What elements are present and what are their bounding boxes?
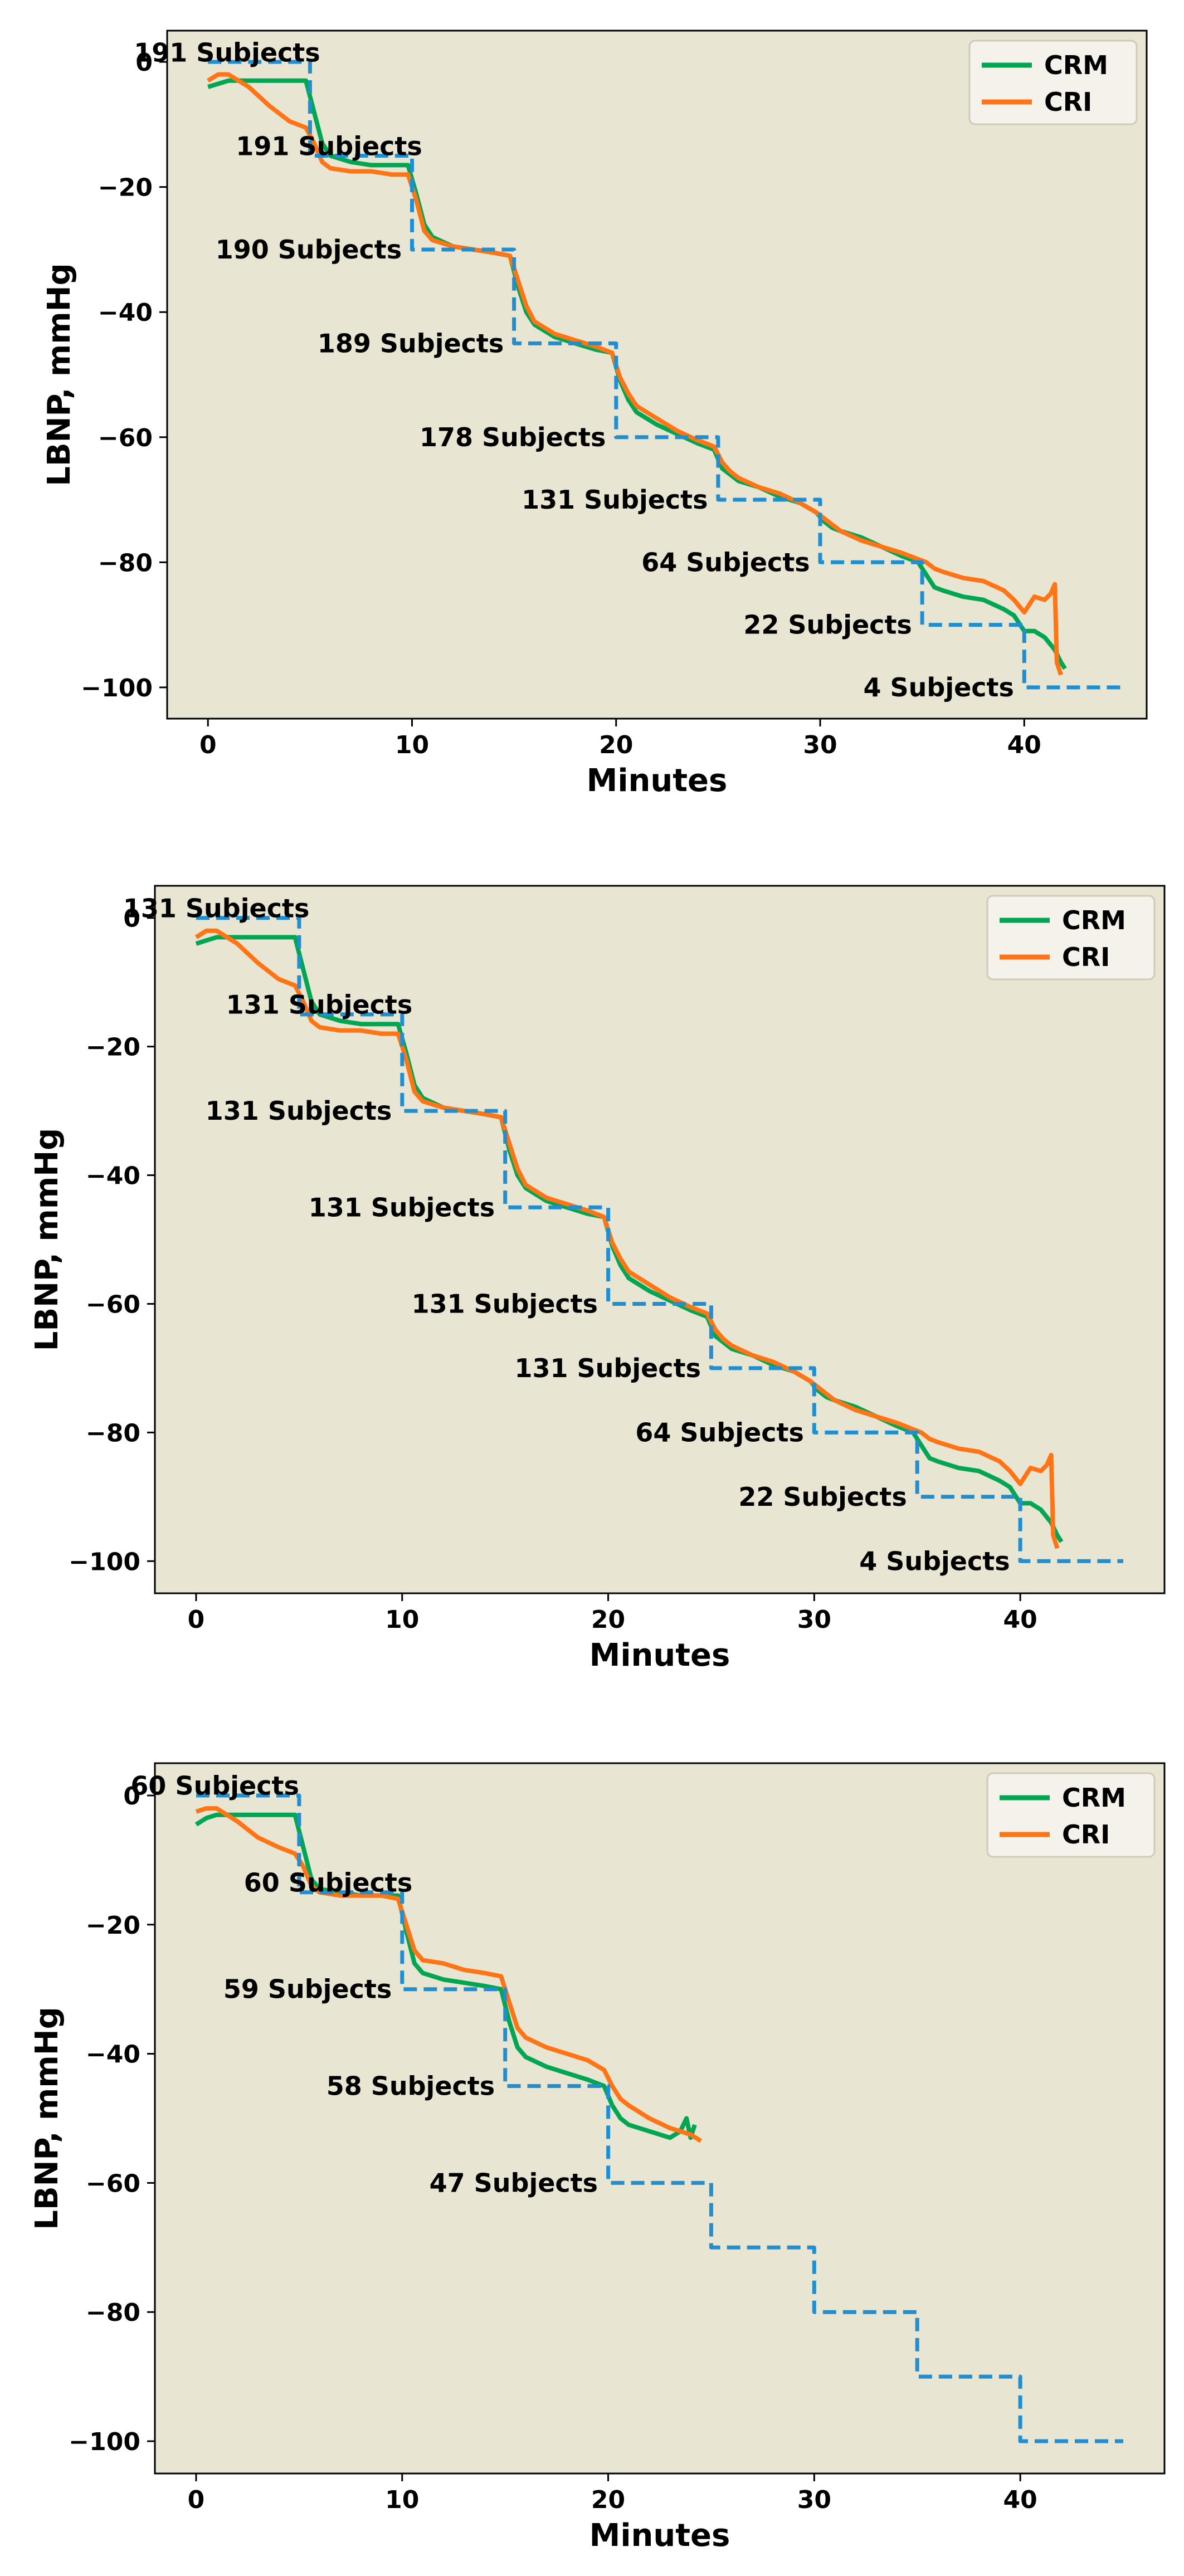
subject-count-annotation: 22 Subjects bbox=[738, 1482, 907, 1512]
x-tick-label: 30 bbox=[797, 1606, 831, 1634]
subject-count-annotation: 131 Subjects bbox=[522, 485, 708, 515]
x-tick-label: 0 bbox=[188, 1606, 205, 1634]
subject-count-annotation: 131 Subjects bbox=[206, 1096, 392, 1126]
x-tick-label: 0 bbox=[199, 731, 217, 759]
subject-count-annotation: 178 Subjects bbox=[420, 422, 606, 452]
series-line-cri bbox=[194, 928, 1060, 1549]
y-tick-label: −100 bbox=[69, 2428, 140, 2456]
y-tick-label: −80 bbox=[86, 1419, 140, 1447]
y-tick-label: −40 bbox=[86, 2041, 140, 2069]
plot-area bbox=[155, 1763, 1164, 2473]
y-tick-label: −60 bbox=[98, 424, 153, 452]
subject-count-annotation: 22 Subjects bbox=[743, 610, 912, 640]
chart-panel-1: 0 10 20 30 40 0 −20 −40 −60 −80 −100 Minutes LBNP, m… bbox=[41, 30, 1148, 799]
y-axis-label: LBNP, mmHg bbox=[29, 2007, 65, 2229]
y-tick-label: −40 bbox=[86, 1162, 140, 1191]
x-tick-label: 10 bbox=[395, 731, 429, 759]
y-axis-label: LBNP, mmHg bbox=[29, 1128, 65, 1351]
axes-frame bbox=[154, 1762, 1166, 2475]
x-tick-label: 40 bbox=[1007, 731, 1041, 759]
legend-label-cri: CRI bbox=[1062, 1819, 1110, 1850]
subject-count-annotation: 190 Subjects bbox=[216, 235, 402, 265]
y-tick-label: −80 bbox=[86, 2299, 140, 2327]
y-tick-label: 0 bbox=[123, 905, 140, 933]
x-tick-label: 10 bbox=[385, 2486, 419, 2514]
x-axis-label: Minutes bbox=[587, 763, 728, 799]
y-tick-label: −20 bbox=[98, 174, 153, 202]
y-tick-label: −80 bbox=[98, 549, 153, 577]
y-tick-label: −100 bbox=[81, 674, 153, 702]
series-line-crm bbox=[195, 935, 1064, 1543]
subject-count-annotation: 131 Subjects bbox=[226, 990, 412, 1020]
subject-count-annotation: 4 Subjects bbox=[859, 1546, 1010, 1576]
subject-count-annotation: 191 Subjects bbox=[236, 131, 422, 162]
plot-area bbox=[155, 886, 1164, 1593]
x-tick-label: 10 bbox=[385, 1606, 419, 1634]
axes-frame bbox=[166, 30, 1148, 720]
series-line-crm bbox=[207, 78, 1067, 670]
legend-label-cri: CRI bbox=[1044, 87, 1092, 117]
x-tick-label: 40 bbox=[1003, 1606, 1037, 1634]
legend-label-crm: CRM bbox=[1062, 905, 1126, 935]
x-axis-label: Minutes bbox=[589, 2518, 730, 2554]
subject-count-annotation: 131 Subjects bbox=[412, 1289, 598, 1319]
series-line-lbnp-protocol bbox=[196, 916, 1123, 1563]
x-tick-label: 40 bbox=[1003, 2486, 1037, 2514]
y-axis-label: LBNP, mmHg bbox=[41, 263, 77, 486]
x-tick-label: 30 bbox=[797, 2486, 831, 2514]
y-tick-label: 0 bbox=[123, 1782, 140, 1811]
chart-panel-2: 0 10 20 30 40 0 −20 −40 −60 −80 −100 Minutes LBNP, m… bbox=[29, 885, 1166, 1674]
series-line-lbnp-protocol bbox=[208, 60, 1127, 690]
subject-count-annotation: 64 Subjects bbox=[635, 1417, 803, 1447]
subject-count-annotation: 60 Subjects bbox=[130, 1771, 299, 1801]
plot-area bbox=[167, 31, 1147, 719]
subject-count-annotation: 191 Subjects bbox=[134, 37, 320, 67]
legend-label-cri: CRI bbox=[1062, 942, 1110, 972]
subject-count-annotation: 60 Subjects bbox=[244, 1867, 412, 1897]
series-line-cri bbox=[207, 72, 1063, 676]
legend-label-crm: CRM bbox=[1044, 50, 1108, 80]
subject-count-annotation: 4 Subjects bbox=[864, 672, 1014, 702]
subject-count-annotation: 189 Subjects bbox=[318, 328, 504, 358]
series-line-cri bbox=[195, 1806, 703, 2143]
x-tick-label: 30 bbox=[803, 731, 837, 759]
y-tick-label: −60 bbox=[86, 1290, 140, 1319]
legend-label-crm: CRM bbox=[1062, 1783, 1126, 1813]
series-line-crm bbox=[194, 1812, 697, 2140]
y-tick-label: −40 bbox=[98, 299, 153, 327]
subject-count-annotation: 131 Subjects bbox=[123, 893, 309, 923]
subject-count-annotation: 47 Subjects bbox=[430, 2168, 598, 2198]
x-tick-label: 20 bbox=[591, 1606, 625, 1634]
series-line-lbnp-protocol bbox=[196, 1793, 1123, 2443]
x-axis-label: Minutes bbox=[589, 1637, 730, 1674]
subject-count-annotation: 131 Subjects bbox=[515, 1353, 701, 1383]
subject-count-annotation: 64 Subjects bbox=[641, 547, 810, 577]
y-tick-label: −20 bbox=[86, 1911, 140, 1940]
subject-count-annotation: 58 Subjects bbox=[327, 2071, 495, 2101]
x-tick-label: 0 bbox=[188, 2486, 205, 2514]
x-tick-label: 20 bbox=[591, 2486, 625, 2514]
y-tick-label: −20 bbox=[86, 1033, 140, 1062]
y-tick-label: −60 bbox=[86, 2169, 140, 2198]
chart-panel-3: 0 10 20 30 40 0 −20 −40 −60 −80 −100 Minutes LBNP, m… bbox=[29, 1762, 1166, 2554]
x-tick-label: 20 bbox=[599, 731, 633, 759]
y-tick-label: 0 bbox=[135, 48, 153, 77]
y-tick-label: −100 bbox=[69, 1548, 140, 1576]
subject-count-annotation: 59 Subjects bbox=[223, 1974, 392, 2004]
axes-frame bbox=[154, 885, 1166, 1594]
subject-count-annotation: 131 Subjects bbox=[309, 1192, 495, 1222]
